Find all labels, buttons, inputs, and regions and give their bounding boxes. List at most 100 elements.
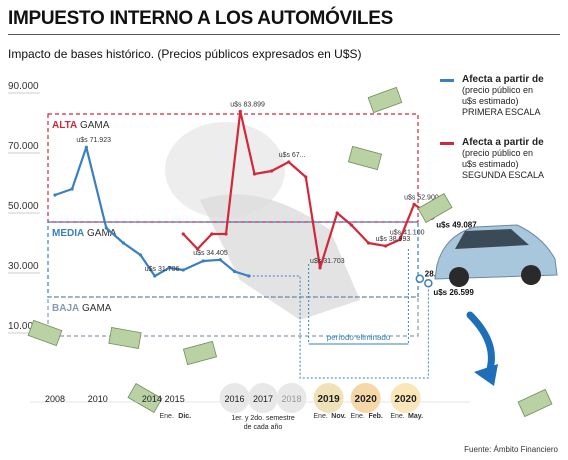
elimination-connector <box>248 275 429 379</box>
timeline-sub: Ene. <box>390 413 404 420</box>
y-tick-label: 10.000 <box>8 321 39 332</box>
series-point <box>70 187 74 191</box>
timeline-sub: Ene. <box>313 413 327 420</box>
timeline-sub: Ene. <box>350 413 364 420</box>
timeline-bubble <box>219 383 250 413</box>
series-point <box>181 268 185 272</box>
series-point <box>84 145 88 149</box>
series-point <box>304 175 308 179</box>
data-label: u$s 71.923 <box>76 137 111 144</box>
timeline-sub: Dic. <box>178 413 191 420</box>
legend-label-segunda: Afecta a partir de <box>462 137 544 148</box>
series-point <box>398 238 402 242</box>
down-arrow-head <box>474 364 498 386</box>
legend-swatch-primera <box>440 79 454 82</box>
legend-line-1: (precio público en <box>462 148 534 158</box>
source-note: Fuente: Ámbito Financiero <box>464 445 558 454</box>
legend-line-3: PRIMERA ESCALA <box>462 107 541 117</box>
money-bill-image <box>417 193 453 223</box>
timeline-year: 2014 <box>142 394 162 404</box>
timeline-year: 2016 <box>225 394 245 404</box>
legend-line-1: (precio público en <box>462 85 534 95</box>
data-label: u$s 83.899 <box>230 101 265 108</box>
timeline-year: 2018 <box>282 394 302 404</box>
series-point <box>138 253 143 257</box>
band-label-alta: ALTA GAMA <box>52 120 110 131</box>
timeline-bubble <box>276 383 307 413</box>
series-point <box>201 259 205 263</box>
series-point <box>224 232 228 236</box>
timeline-sub: Feb. <box>368 413 382 420</box>
timeline-year: 2010 <box>88 394 108 404</box>
money-bill-image <box>27 319 63 347</box>
timeline-sub: Ene. <box>159 413 173 420</box>
band-baja <box>47 296 419 337</box>
series-point <box>366 241 371 245</box>
legend-line-2: u$s estimado) <box>462 96 519 106</box>
chart-subtitle: Impacto de bases histórico. (Precios púb… <box>8 47 362 61</box>
series-line-1 <box>182 110 416 269</box>
series-point <box>153 274 157 278</box>
data-label: u$s 52.900 <box>404 194 439 201</box>
data-label: u$s 38.993 <box>376 236 411 243</box>
series-point <box>247 274 251 278</box>
money-bill-image <box>127 383 163 413</box>
timeline-sub: May. <box>408 413 423 420</box>
legend-entry-segunda: Afecta a partir de (precio público en u$… <box>462 137 562 181</box>
timeline-year: 2008 <box>45 394 65 404</box>
timeline-note: de cada año <box>244 424 283 431</box>
figure-illustration <box>200 194 360 320</box>
series-point <box>238 109 242 113</box>
figure-illustration <box>165 122 285 218</box>
timeline-bubble <box>248 383 279 413</box>
down-arrow <box>466 311 495 379</box>
money-bill-image <box>347 145 383 171</box>
data-label: u$s 34.405 <box>193 250 228 257</box>
period-label: período eliminado <box>327 333 391 342</box>
y-tick-label: 30.000 <box>8 261 39 272</box>
series-point <box>104 226 108 230</box>
band-alta <box>47 113 419 223</box>
series-point <box>318 266 322 270</box>
series-point <box>252 172 257 176</box>
data-label: u$s 31.703 <box>310 258 345 265</box>
legend-swatch-segunda <box>440 142 454 145</box>
chart-title: IMPUESTO INTERNO A LOS AUTOMÓVILES <box>8 8 393 29</box>
car-window <box>455 229 529 249</box>
money-bill-image <box>182 340 218 366</box>
timeline-year: 2020 <box>394 394 417 405</box>
series-point <box>384 244 388 248</box>
end-point-marker <box>415 274 425 283</box>
money-bill-image <box>108 327 142 349</box>
timeline-bubble <box>390 383 421 413</box>
series-point <box>53 193 57 197</box>
timeline-sub: Nov. <box>331 413 346 420</box>
timeline-year: 2015 <box>165 394 185 404</box>
data-label: u$s 41.100 <box>390 230 425 237</box>
series-point <box>349 223 353 227</box>
series-point <box>335 211 339 215</box>
legend-line-2: u$s estimado) <box>462 159 519 169</box>
timeline-note: 1er. y 2do. semestre <box>231 415 295 422</box>
series-point <box>210 232 214 236</box>
series-point <box>167 266 171 270</box>
timeline-year: 2017 <box>253 394 273 404</box>
series-point <box>181 232 185 236</box>
legend-entry-primera: Afecta a partir de (precio público en u$… <box>462 74 562 118</box>
timeline-bubble <box>350 383 381 413</box>
money-bill-image <box>367 86 403 114</box>
timeline-year: 2020 <box>355 394 378 405</box>
y-tick-label: 70.000 <box>8 141 39 152</box>
y-tick-label: 90.000 <box>8 81 39 92</box>
data-label: u$s 67... <box>279 152 306 159</box>
series-point <box>218 258 222 262</box>
end-point-label: u$s 49.087 <box>436 221 477 230</box>
timeline-year: 2019 <box>317 394 340 405</box>
end-point-label: u$s 26.599 <box>433 288 474 297</box>
car-wheel <box>521 265 541 285</box>
series-point <box>270 169 274 173</box>
timeline-bubble <box>313 383 344 413</box>
y-tick-label: 50.000 <box>8 201 39 212</box>
series-point <box>121 241 125 245</box>
